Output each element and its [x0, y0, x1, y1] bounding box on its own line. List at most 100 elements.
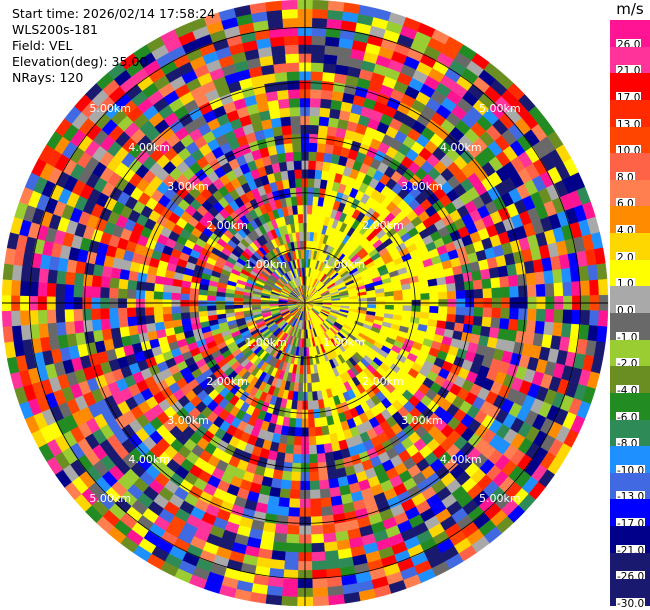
velocity-gate	[82, 285, 92, 298]
velocity-gate	[282, 578, 298, 589]
velocity-gate	[298, 222, 304, 233]
velocity-gate	[280, 479, 292, 490]
velocity-gate	[307, 186, 315, 197]
velocity-gate	[73, 284, 84, 298]
velocity-gate	[266, 9, 283, 21]
velocity-gate	[101, 328, 113, 341]
velocity-gate	[497, 265, 509, 278]
velocity-gate	[518, 285, 528, 298]
velocity-gate	[207, 309, 217, 317]
velocity-gate	[308, 142, 318, 153]
velocity-gate	[328, 478, 340, 489]
velocity-gate	[292, 142, 302, 153]
velocity-gate	[552, 322, 563, 337]
range-ring-label: 4.00km	[128, 141, 170, 154]
velocity-gate	[269, 559, 285, 570]
velocity-gate	[320, 89, 334, 101]
velocity-gate	[322, 523, 336, 535]
velocity-gate	[401, 288, 412, 296]
velocity-gate	[282, 17, 298, 28]
velocity-gate	[499, 276, 510, 288]
velocity-gate	[285, 533, 300, 544]
velocity-gate	[480, 268, 491, 280]
velocity-gate	[393, 295, 404, 301]
velocity-gate	[562, 309, 573, 325]
velocity-gate	[310, 88, 322, 99]
velocity-gate	[144, 290, 155, 300]
velocity-gate	[438, 291, 448, 300]
velocity-gate	[597, 279, 609, 296]
velocity-gate	[283, 452, 294, 464]
velocity-gate	[544, 283, 555, 297]
velocity-gate	[330, 99, 343, 111]
velocity-gate	[455, 306, 466, 316]
velocity-gate	[526, 284, 537, 298]
range-ring-label: 1.00km	[323, 336, 365, 349]
velocity-gate	[10, 310, 21, 327]
velocity-gate	[267, 576, 284, 588]
velocity-gate	[117, 288, 128, 299]
velocity-gate	[294, 418, 303, 428]
field-text: Field: VEL	[12, 38, 73, 53]
velocity-gate	[285, 53, 299, 64]
velocity-gate	[310, 516, 323, 526]
velocity-gate	[275, 514, 289, 526]
velocity-gate	[284, 551, 299, 562]
velocity-gate	[307, 178, 316, 188]
velocity-gate	[525, 272, 537, 286]
velocity-gate	[11, 325, 23, 342]
velocity-gate	[171, 306, 181, 314]
velocity-gate	[267, 18, 284, 30]
range-ring-label: 1.00km	[245, 336, 287, 349]
velocity-gate	[109, 317, 120, 329]
velocity-gate	[497, 328, 509, 341]
velocity-gate	[562, 281, 573, 297]
velocity-gate	[315, 444, 325, 455]
velocity-gate	[270, 117, 282, 128]
velocity-gate	[473, 307, 484, 318]
velocity-gate	[410, 287, 421, 295]
velocity-gate	[473, 288, 484, 299]
velocity-gate	[587, 264, 599, 281]
velocity-gate	[534, 320, 546, 335]
velocity-gate	[108, 287, 119, 299]
velocity-gate	[472, 316, 483, 327]
velocity-gate	[309, 480, 320, 491]
velocity-gate	[269, 108, 281, 120]
range-ring-label: 2.00km	[206, 375, 248, 388]
velocity-gate	[500, 286, 511, 299]
velocity-gate	[444, 275, 456, 285]
ppi-svg: 1.00km 1.00km 1.00km 1.00km 2.00km 2.00km 2.00…	[1, 0, 609, 607]
velocity-gate	[312, 8, 329, 19]
velocity-gate	[446, 283, 457, 293]
velocity-gate	[288, 507, 300, 518]
velocity-gate	[82, 319, 94, 333]
scan-info: Start time: 2026/02/14 17:58:24 WLS200s-…	[12, 6, 215, 86]
velocity-gate	[481, 316, 492, 328]
velocity-gate	[291, 205, 299, 215]
velocity-gate	[297, 213, 304, 224]
velocity-gate	[119, 268, 130, 280]
velocity-gate	[10, 279, 21, 296]
velocity-gate	[329, 486, 341, 498]
velocity-gate	[297, 391, 303, 402]
velocity-gate	[224, 304, 235, 310]
velocity-gate	[118, 316, 129, 328]
range-ring-label: 4.00km	[128, 453, 170, 466]
velocity-gate	[266, 585, 283, 597]
velocity-gate	[1, 310, 13, 327]
velocity-gate	[310, 507, 322, 518]
velocity-gate	[171, 292, 181, 300]
velocity-gate	[597, 310, 609, 327]
velocity-gate	[318, 125, 329, 136]
velocity-gate	[281, 470, 292, 481]
velocity-gate	[269, 486, 281, 498]
velocity-gate	[128, 324, 139, 336]
velocity-gate	[64, 271, 76, 286]
velocity-gate	[283, 560, 299, 571]
range-ring-label: 4.00km	[440, 453, 482, 466]
velocity-gate	[326, 469, 338, 480]
velocity-gate	[294, 178, 303, 188]
velocity-gate	[289, 187, 297, 198]
velocity-gate	[323, 442, 333, 454]
